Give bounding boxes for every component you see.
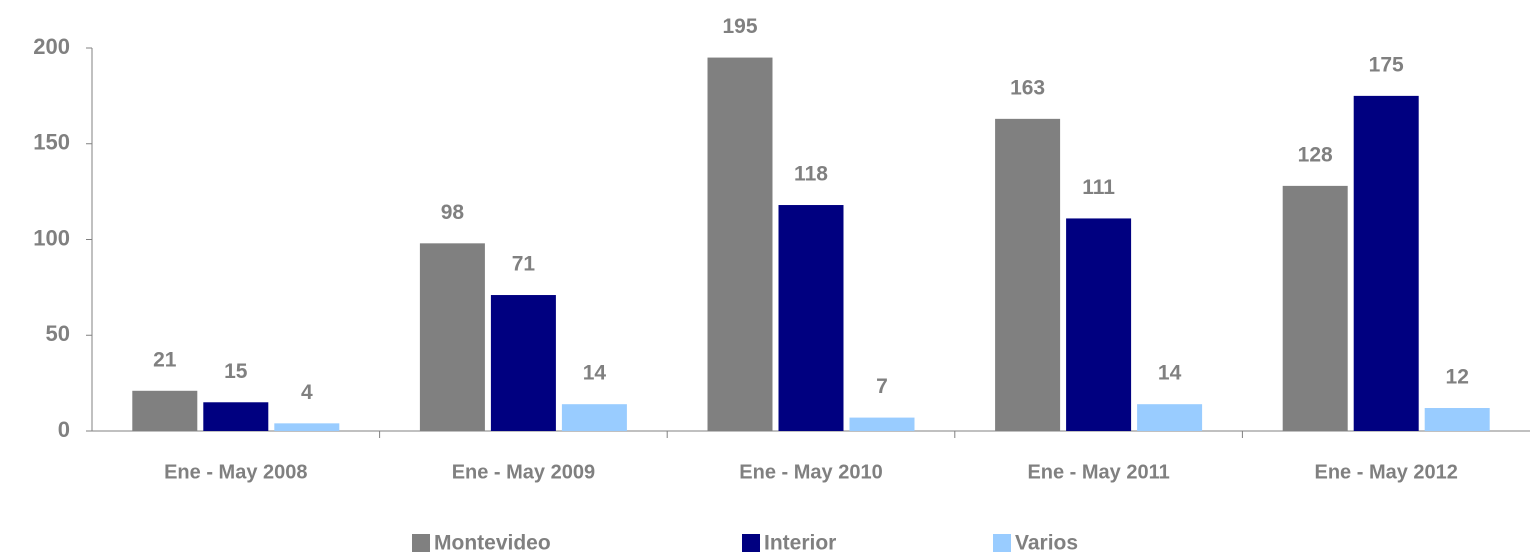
y-tick-label: 100 bbox=[33, 225, 70, 250]
value-label: 175 bbox=[1369, 53, 1404, 76]
value-label: 21 bbox=[153, 348, 177, 371]
legend-label: Interior bbox=[764, 532, 836, 555]
x-tick-label: Ene - May 2009 bbox=[452, 461, 595, 483]
value-label: 128 bbox=[1298, 143, 1333, 166]
bar bbox=[849, 417, 915, 431]
legend-swatch bbox=[993, 534, 1011, 552]
value-label: 7 bbox=[876, 375, 888, 398]
y-tick-label: 200 bbox=[33, 34, 70, 59]
bar bbox=[1066, 218, 1132, 431]
bar bbox=[490, 295, 556, 431]
value-label: 14 bbox=[583, 362, 607, 385]
value-label: 71 bbox=[512, 253, 536, 276]
legend-label: Montevideo bbox=[434, 532, 551, 555]
x-tick-label: Ene - May 2011 bbox=[1027, 461, 1169, 483]
bar bbox=[561, 404, 627, 431]
legend-swatch bbox=[742, 534, 760, 552]
value-label: 118 bbox=[794, 163, 828, 186]
legend-label: Varios bbox=[1015, 532, 1078, 555]
bar bbox=[203, 402, 269, 431]
x-tick-label: Ene - May 2008 bbox=[164, 461, 307, 483]
bar bbox=[1353, 95, 1419, 431]
value-label: 15 bbox=[224, 360, 248, 383]
bar bbox=[1424, 408, 1490, 431]
bar bbox=[995, 118, 1061, 431]
value-label: 12 bbox=[1446, 366, 1469, 389]
value-label: 14 bbox=[1158, 362, 1182, 385]
legend-swatch bbox=[412, 534, 430, 552]
value-label: 111 bbox=[1082, 176, 1115, 199]
bar bbox=[778, 205, 844, 431]
y-tick-label: 150 bbox=[33, 130, 70, 155]
y-tick-label: 50 bbox=[46, 321, 70, 346]
bar bbox=[1137, 404, 1203, 431]
y-tick-label: 0 bbox=[58, 417, 70, 442]
value-label: 98 bbox=[441, 201, 465, 224]
x-tick-label: Ene - May 2012 bbox=[1314, 461, 1457, 483]
value-label: 4 bbox=[301, 381, 313, 404]
bar bbox=[132, 390, 198, 431]
bar bbox=[1282, 185, 1348, 431]
bar bbox=[419, 243, 485, 431]
bar bbox=[707, 57, 773, 431]
bar bbox=[274, 423, 340, 431]
x-tick-label: Ene - May 2010 bbox=[739, 461, 882, 483]
value-label: 195 bbox=[722, 15, 757, 38]
value-label: 163 bbox=[1010, 76, 1045, 99]
